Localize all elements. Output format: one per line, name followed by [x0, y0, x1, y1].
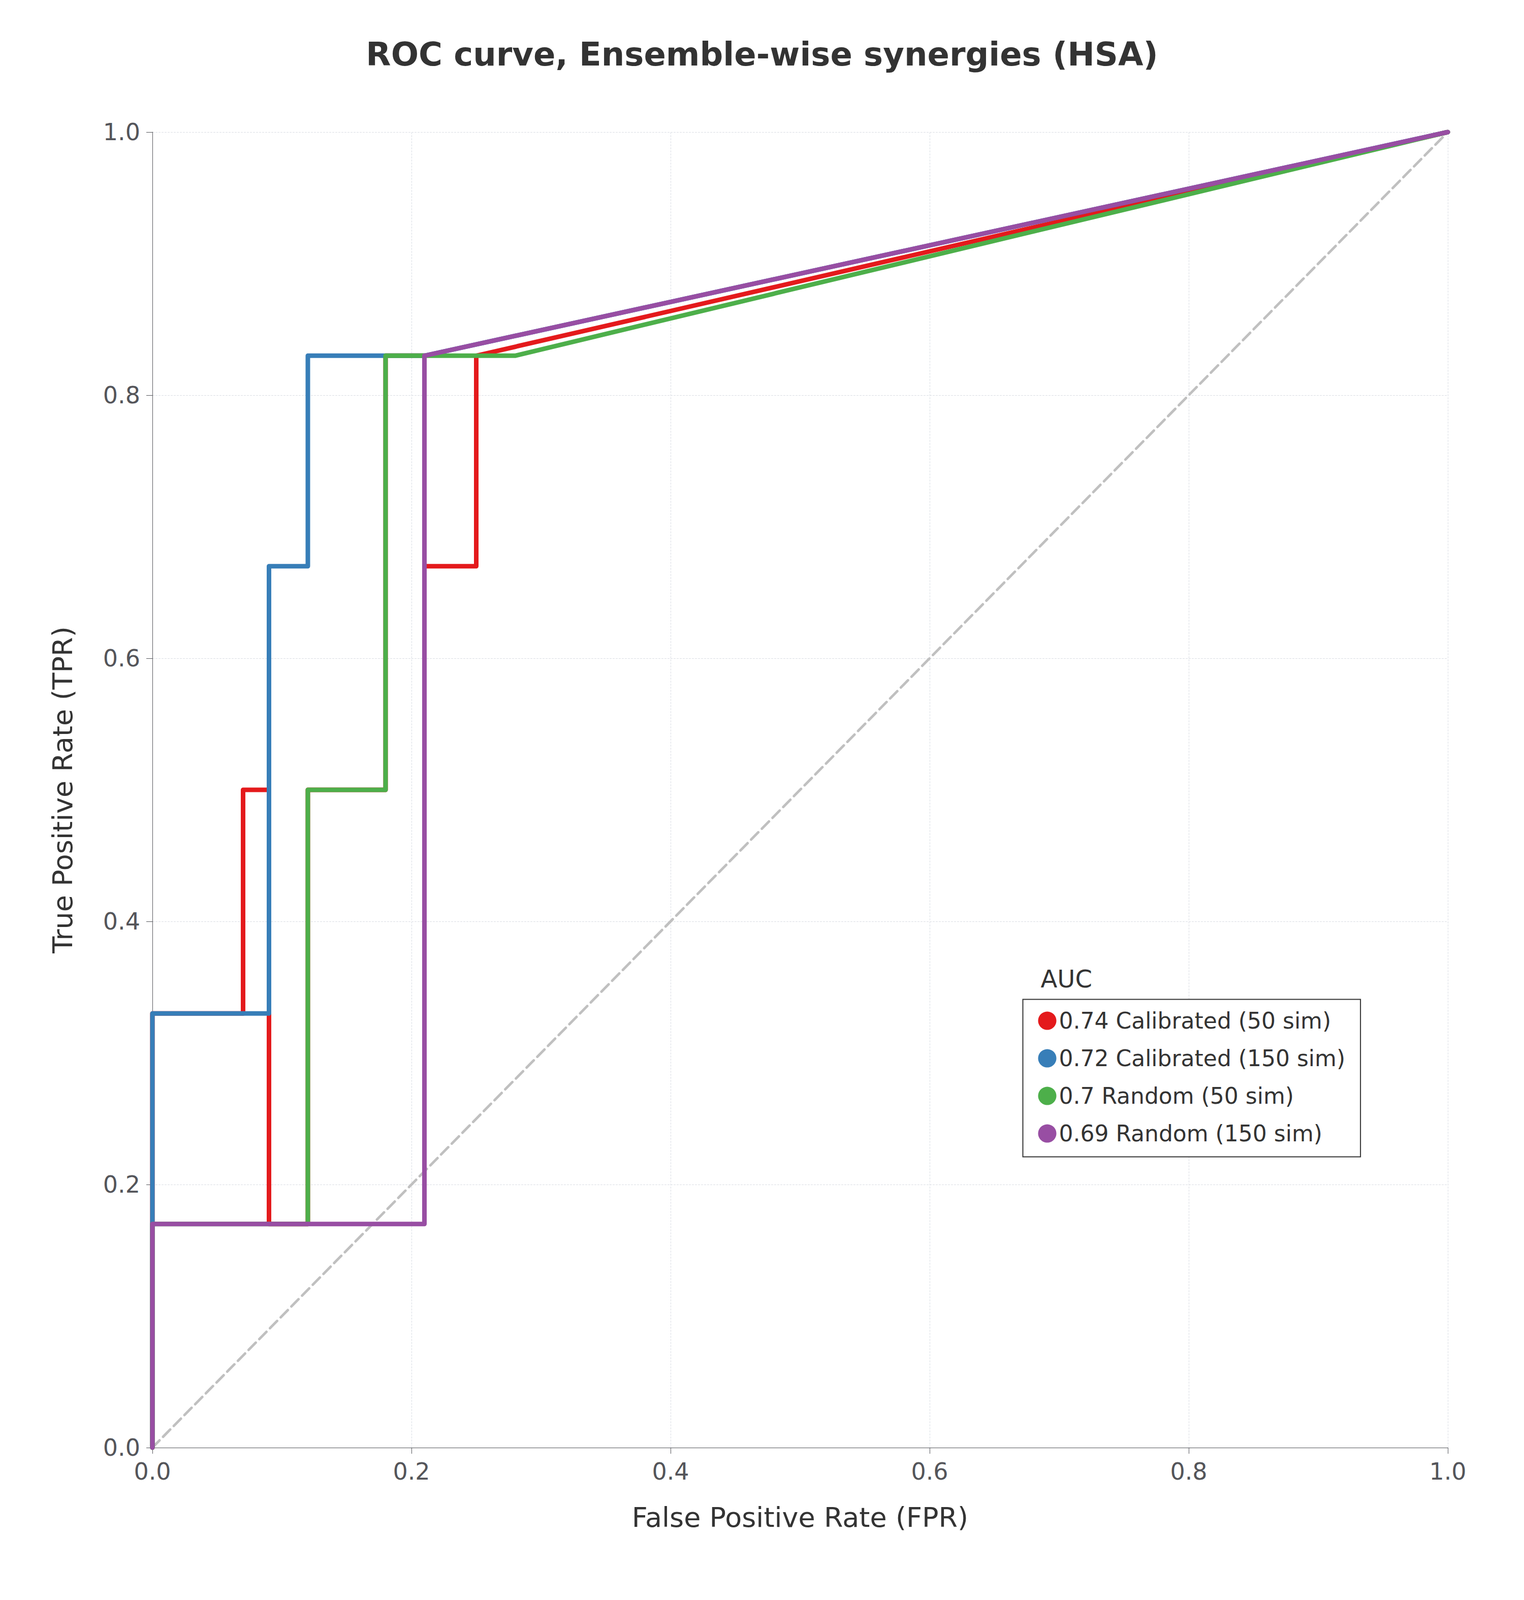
svg-text:0.4: 0.4: [651, 1457, 689, 1486]
svg-text:1.0: 1.0: [1429, 1457, 1467, 1486]
svg-text:0.2: 0.2: [392, 1457, 430, 1486]
svg-text:0.72 Calibrated (150 sim): 0.72 Calibrated (150 sim): [1059, 1045, 1346, 1072]
svg-text:0.8: 0.8: [1169, 1457, 1208, 1486]
svg-text:ROC curve, Ensemble-wise syner: ROC curve, Ensemble-wise synergies (HSA): [365, 35, 1158, 74]
svg-text:0.69 Random (150 sim): 0.69 Random (150 sim): [1059, 1120, 1323, 1147]
svg-text:0.74 Calibrated (50 sim): 0.74 Calibrated (50 sim): [1059, 1007, 1332, 1034]
svg-text:0.8: 0.8: [103, 381, 141, 409]
svg-text:0.6: 0.6: [103, 644, 141, 673]
svg-text:0.0: 0.0: [133, 1457, 171, 1486]
svg-text:1.0: 1.0: [103, 118, 141, 146]
svg-text:AUC: AUC: [1040, 964, 1093, 994]
svg-text:0.0: 0.0: [103, 1434, 141, 1462]
svg-text:False Positive Rate (FPR): False Positive Rate (FPR): [631, 1501, 969, 1534]
svg-text:0.2: 0.2: [103, 1170, 141, 1199]
svg-text:0.7 Random (50 sim): 0.7 Random (50 sim): [1059, 1083, 1294, 1109]
svg-text:True Positive Rate (TPR): True Positive Rate (TPR): [46, 626, 79, 954]
svg-text:0.6: 0.6: [910, 1457, 948, 1486]
svg-text:0.4: 0.4: [103, 907, 141, 936]
